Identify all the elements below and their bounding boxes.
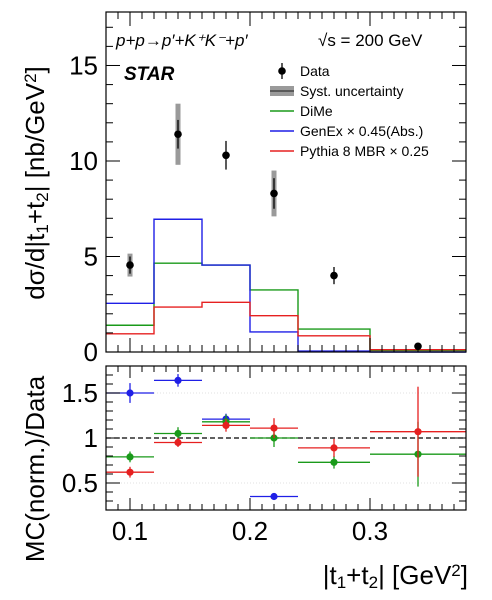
legend-label: Syst. uncertainty bbox=[300, 83, 404, 99]
ratio-point-pythia-8-mbr bbox=[174, 438, 182, 447]
x-axis-title-part: |t bbox=[323, 560, 338, 590]
data-point bbox=[174, 130, 182, 139]
process-label: p+p→p′+K⁺K⁻+p′ bbox=[115, 31, 248, 50]
legend-marker bbox=[278, 67, 286, 75]
x-axis-title-part: ] bbox=[461, 560, 468, 590]
top-y-axis-title-part: 2 bbox=[33, 192, 52, 201]
top-y-axis-title: dσ/d|t1+t2| [nb/GeV2] bbox=[20, 66, 52, 300]
top-y-tick-label: 15 bbox=[69, 50, 98, 80]
top-y-axis-title-part: 2 bbox=[21, 73, 40, 82]
ratio-point-genex bbox=[174, 376, 182, 384]
data-point bbox=[270, 189, 278, 198]
data-point bbox=[126, 261, 134, 269]
x-tick-label: 0.2 bbox=[232, 516, 268, 546]
bottom-y-tick-label: 1.5 bbox=[62, 378, 98, 408]
bottom-y-tick-label: 1 bbox=[84, 423, 98, 453]
top-y-axis-title-part: | [nb/GeV bbox=[20, 82, 50, 192]
top-axis-ticks: 0 5 10 15 bbox=[69, 12, 467, 367]
top-y-axis-title-part: +t bbox=[20, 201, 50, 224]
top-y-tick-label: 5 bbox=[84, 241, 98, 271]
top-y-axis-title-part: ] bbox=[20, 66, 50, 73]
ratio-point-dime bbox=[174, 429, 182, 438]
x-tick-label: 0.1 bbox=[112, 516, 148, 546]
legend-label: DiMe bbox=[300, 103, 333, 119]
legend-label: Data bbox=[300, 63, 330, 79]
top-y-tick-label: 10 bbox=[69, 146, 98, 176]
data-point bbox=[222, 151, 230, 160]
ratio-point-pythia-8-mbr bbox=[222, 421, 230, 429]
legend-label: Pythia 8 MBR × 0.25 bbox=[300, 143, 429, 159]
legend: Data Syst. uncertainty DiMe GenEx × 0.45(Ab… bbox=[270, 63, 429, 159]
ratio-point-pythia-8-mbr bbox=[330, 444, 338, 452]
x-axis-title: |t1+t2| [GeV2] bbox=[323, 560, 468, 592]
ratio-point-dime bbox=[126, 453, 134, 461]
x-tick-label: 0.3 bbox=[352, 516, 388, 546]
energy-label: √s = 200 GeV bbox=[318, 31, 423, 50]
top-y-axis-title-part: 1 bbox=[33, 224, 52, 233]
top-y-axis-title-part: dσ/d|t bbox=[20, 233, 50, 300]
bottom-y-axis-title: MC(norm.)/Data bbox=[20, 375, 50, 562]
ratio-point-genex bbox=[270, 492, 278, 501]
x-axis-title-part: | [GeV bbox=[378, 560, 452, 590]
ratio-point-genex bbox=[126, 389, 134, 397]
x-axis-title-part: 1 bbox=[337, 573, 346, 592]
bottom-y-tick-label: 0.5 bbox=[62, 468, 98, 498]
top-y-tick-label: 0 bbox=[84, 337, 98, 367]
x-axis-title-part: 2 bbox=[451, 561, 460, 580]
ratio-point-pythia-8-mbr bbox=[126, 468, 134, 476]
ratio-point-pythia-8-mbr bbox=[270, 424, 278, 432]
bottom-panel: 0.511.50.1 0.2 0.3 MC(norm.)/Data |t1+t2| … bbox=[20, 365, 468, 592]
ratio-point-pythia-8-mbr bbox=[414, 428, 422, 436]
ratio-point-dime bbox=[330, 458, 338, 466]
data-point bbox=[330, 271, 338, 280]
x-axis-title-part: +t bbox=[346, 560, 369, 590]
legend-label: GenEx × 0.45(Abs.) bbox=[300, 123, 423, 139]
experiment-label: STAR bbox=[124, 64, 175, 85]
x-axis-title-part: 2 bbox=[369, 573, 378, 592]
bottom-axis-ticks: 0.5 1 1.5 0.1 0.2 0.3 bbox=[62, 366, 467, 546]
